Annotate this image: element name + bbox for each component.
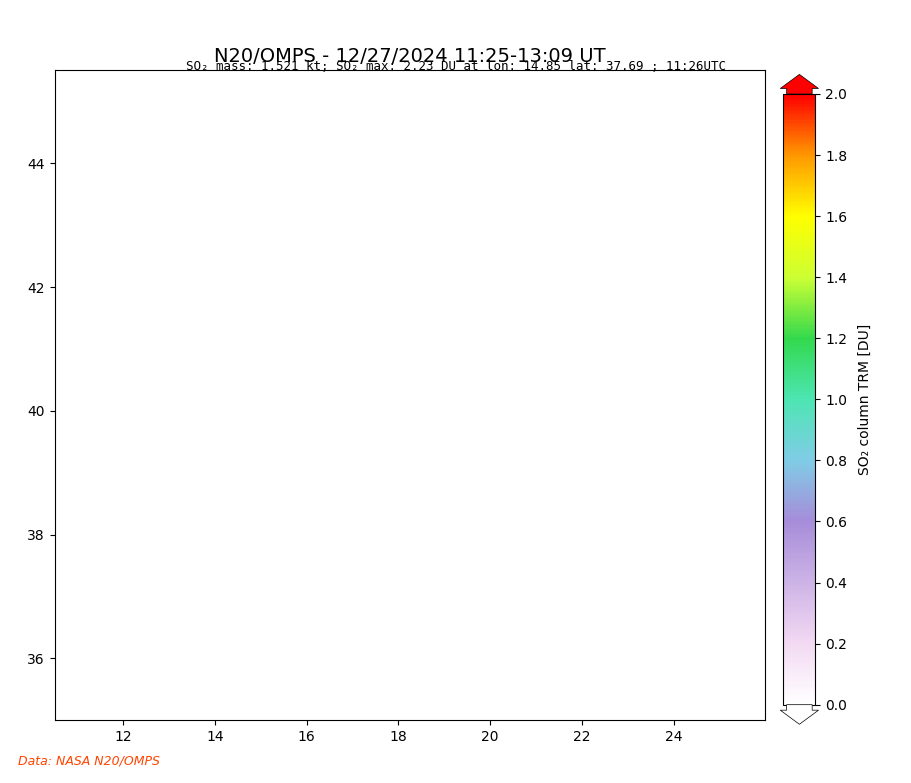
Y-axis label: SO₂ column TRM [DU]: SO₂ column TRM [DU] [858, 323, 873, 475]
Text: Data: NASA N20/OMPS: Data: NASA N20/OMPS [18, 754, 160, 767]
Text: SO₂ mass: 1.521 kt; SO₂ max: 2.23 DU at lon: 14.85 lat: 37.69 ; 11:26UTC: SO₂ mass: 1.521 kt; SO₂ max: 2.23 DU at … [186, 60, 725, 73]
Title: N20/OMPS - 12/27/2024 11:25-13:09 UT: N20/OMPS - 12/27/2024 11:25-13:09 UT [214, 47, 606, 66]
